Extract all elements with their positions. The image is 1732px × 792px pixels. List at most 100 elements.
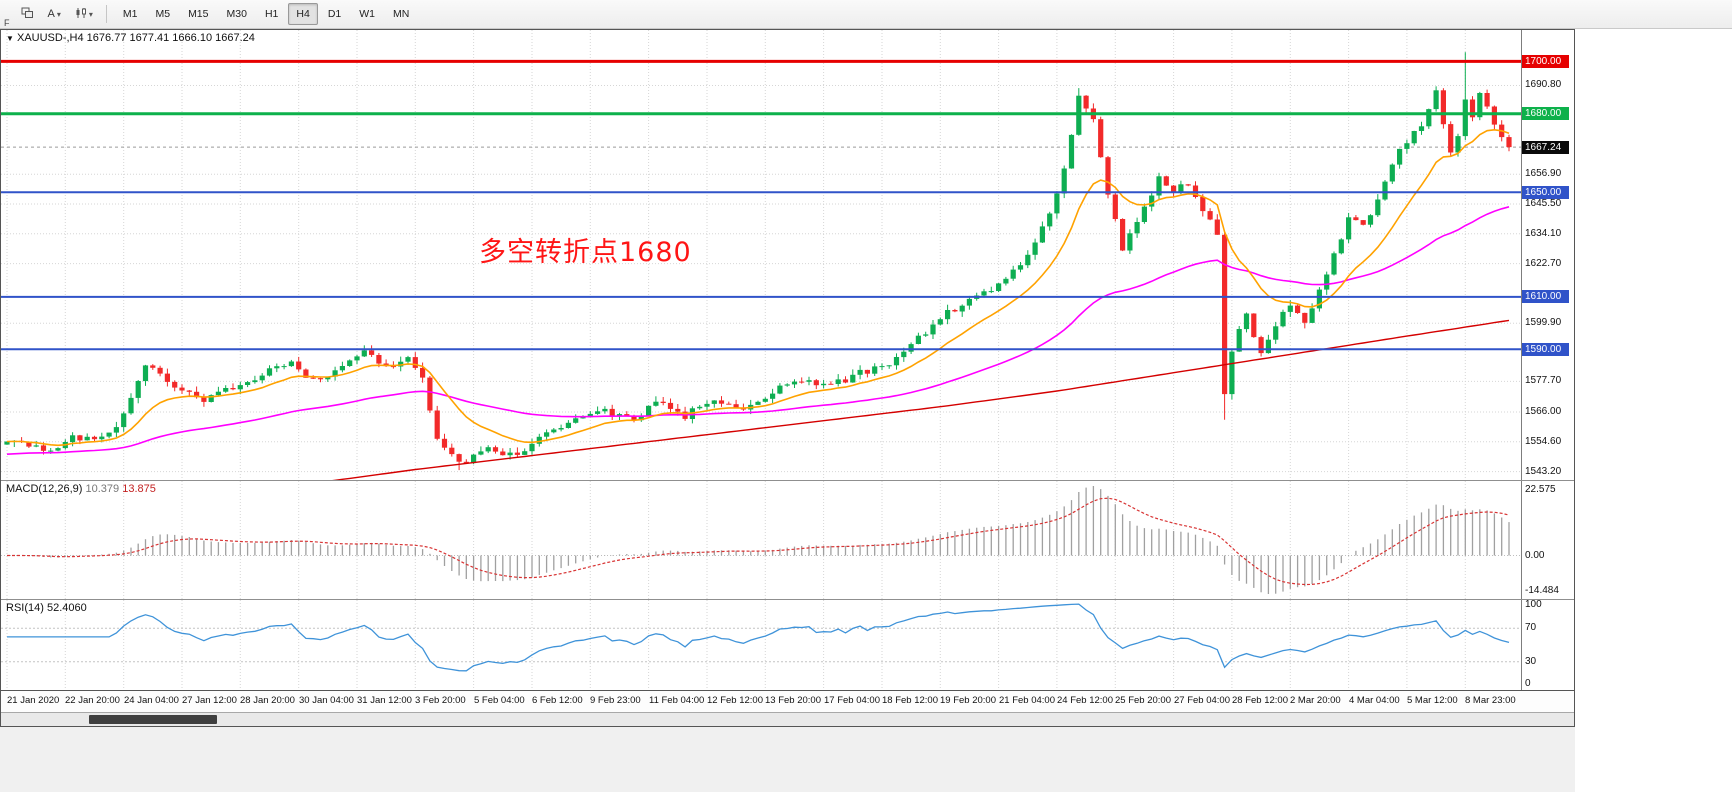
windows-icon-button[interactable]: [15, 2, 40, 26]
price-axis-label: 1634.10: [1525, 227, 1562, 239]
hline-price-badge: 1590.00: [1522, 342, 1569, 356]
price-axis-label: 1599.90: [1525, 317, 1562, 329]
macd-pane: MACD(12,26,9) 10.379 13.875 22.575 0.00 -1…: [1, 480, 1574, 599]
right-gutter: [1575, 29, 1732, 792]
macd-histogram-chart: [1, 481, 1521, 599]
time-axis-label: 31 Jan 12:00: [357, 695, 412, 706]
annotate-tool-button[interactable]: A ▾: [42, 2, 67, 26]
timeframe-toolbar: M1 M5 M15 M30 H1 H4 D1 W1 MN: [114, 3, 418, 25]
symbol-dropdown-icon[interactable]: ▼: [6, 34, 14, 43]
time-axis-label: 6 Feb 12:00: [532, 695, 583, 706]
hline-price-badge: 1610.00: [1522, 290, 1569, 304]
rsi-value: 52.4060: [46, 602, 87, 614]
macd-canvas[interactable]: [1, 481, 1521, 599]
chart-type-button[interactable]: ▾: [69, 2, 99, 26]
time-axis-label: 9 Feb 23:00: [590, 695, 641, 706]
hline-price-badge: 1700.00: [1522, 54, 1569, 68]
windows-icon: [21, 7, 34, 22]
main-chart-canvas[interactable]: [1, 30, 1521, 480]
annotate-tool-label: A: [47, 8, 55, 20]
timeframe-button-d1[interactable]: D1: [327, 8, 342, 20]
rsi-canvas[interactable]: [1, 600, 1521, 690]
time-axis-label: 28 Feb 12:00: [1232, 695, 1288, 706]
time-axis-label: 13 Feb 20:00: [765, 695, 821, 706]
price-axis[interactable]: 1690.80 1656.90 1645.50 1634.10 1622.70 1599.…: [1521, 30, 1574, 480]
chevron-down-icon: ▾: [56, 9, 61, 19]
macd-axis-label: 0.00: [1525, 549, 1545, 561]
price-axis-label: 1622.70: [1525, 257, 1562, 269]
macd-axis-label: 22.575: [1525, 484, 1556, 495]
rsi-label: RSI(14): [6, 602, 44, 614]
time-axis-label: 27 Feb 04:00: [1174, 695, 1230, 706]
timeframe-button-m15[interactable]: M15: [188, 8, 209, 20]
time-axis-label: 4 Mar 04:00: [1349, 695, 1400, 706]
candlestick-chart: [1, 30, 1521, 480]
rsi-axis-label: 0: [1525, 678, 1531, 689]
rsi-pane: RSI(14) 52.4060 100 70 30 0: [1, 599, 1574, 690]
horizontal-scrollbar[interactable]: [1, 712, 1574, 726]
time-axis-label: 21 Jan 2020: [7, 695, 60, 706]
price-axis-label: 1645.50: [1525, 197, 1562, 209]
timeframe-button-m30[interactable]: M30: [226, 8, 247, 20]
top-toolbar: F A ▾ ▾ M1 M5 M15 M30 H1 H4 D1 W1 MN: [0, 0, 1732, 29]
toolbar-separator: [105, 5, 107, 23]
macd-header: MACD(12,26,9) 10.379 13.875: [6, 483, 156, 495]
time-axis-label: 28 Jan 20:00: [240, 695, 295, 706]
current-price-badge: 1667.24: [1522, 140, 1569, 154]
price-axis-label: 1577.70: [1525, 375, 1562, 387]
rsi-axis[interactable]: 100 70 30 0: [1521, 600, 1574, 690]
timeframe-button-h4[interactable]: H4: [288, 3, 318, 25]
time-axis-label: 8 Mar 23:00: [1465, 695, 1516, 706]
rsi-header: RSI(14) 52.4060: [6, 602, 87, 614]
time-axis-label: 30 Jan 04:00: [299, 695, 354, 706]
time-axis-label: 18 Feb 12:00: [882, 695, 938, 706]
time-axis-label: 12 Feb 12:00: [707, 695, 763, 706]
price-axis-label: 1566.00: [1525, 405, 1562, 417]
time-axis-label: 24 Feb 12:00: [1057, 695, 1113, 706]
macd-signal-value: 13.875: [122, 483, 156, 495]
rsi-axis-label: 70: [1525, 622, 1537, 634]
time-axis-label: 2 Mar 20:00: [1290, 695, 1341, 706]
timeframe-button-mn[interactable]: MN: [393, 8, 410, 20]
macd-axis[interactable]: 22.575 0.00 -14.484: [1521, 481, 1574, 599]
time-axis-label: 3 Feb 20:00: [415, 695, 466, 706]
time-axis-label: 22 Jan 20:00: [65, 695, 120, 706]
chevron-down-icon: ▾: [88, 9, 93, 19]
time-axis-label: 19 Feb 20:00: [940, 695, 996, 706]
timeframe-button-m5[interactable]: M5: [155, 8, 171, 20]
price-axis-label: 1656.90: [1525, 168, 1562, 180]
macd-label: MACD(12,26,9): [6, 483, 83, 495]
scrollbar-thumb[interactable]: [89, 715, 217, 724]
time-axis[interactable]: 21 Jan 2020 22 Jan 20:00 24 Jan 04:00 27 Ja…: [1, 690, 1574, 712]
hline-price-badge: 1680.00: [1522, 107, 1569, 121]
ohlc-values: 1676.77 1677.41 1666.10 1667.24: [86, 32, 255, 44]
timeframe-button-w1[interactable]: W1: [359, 8, 375, 20]
time-axis-label: 24 Jan 04:00: [124, 695, 179, 706]
chart-window-xauusd-h4: ▼ XAUUSD-,H4 1676.77 1677.41 1666.10 166…: [0, 29, 1575, 727]
candlestick-chart-icon: [75, 7, 87, 22]
rsi-axis-label: 30: [1525, 655, 1537, 667]
timeframe-button-h1[interactable]: H1: [264, 8, 279, 20]
time-axis-label: 5 Feb 04:00: [474, 695, 525, 706]
hline-price-badge: 1650.00: [1522, 185, 1569, 199]
timeframe-button-m1[interactable]: M1: [122, 8, 138, 20]
time-axis-label: 17 Feb 04:00: [824, 695, 880, 706]
rsi-axis-label: 100: [1525, 599, 1542, 610]
workspace: ▼ XAUUSD-,H4 1676.77 1677.41 1666.10 166…: [0, 29, 1732, 792]
symbol-period-label: XAUUSD-,H4: [16, 32, 84, 44]
price-axis-label: 1690.80: [1525, 79, 1562, 91]
chart-annotation-text[interactable]: 多空转折点1680: [479, 237, 692, 268]
price-pane: ▼ XAUUSD-,H4 1676.77 1677.41 1666.10 166…: [1, 30, 1574, 480]
toolbar-grip-label: F: [4, 18, 10, 28]
price-axis-label: 1554.60: [1525, 435, 1562, 447]
macd-axis-label: -14.484: [1525, 585, 1559, 596]
time-axis-label: 27 Jan 12:00: [182, 695, 237, 706]
macd-main-value: 10.379: [85, 483, 120, 495]
chart-ohlc-header: ▼ XAUUSD-,H4 1676.77 1677.41 1666.10 166…: [6, 32, 255, 44]
time-axis-label: 21 Feb 04:00: [999, 695, 1055, 706]
time-axis-label: 25 Feb 20:00: [1115, 695, 1171, 706]
rsi-line-chart: [1, 600, 1521, 690]
time-axis-label: 5 Mar 12:00: [1407, 695, 1458, 706]
time-axis-label: 11 Feb 04:00: [649, 695, 705, 706]
